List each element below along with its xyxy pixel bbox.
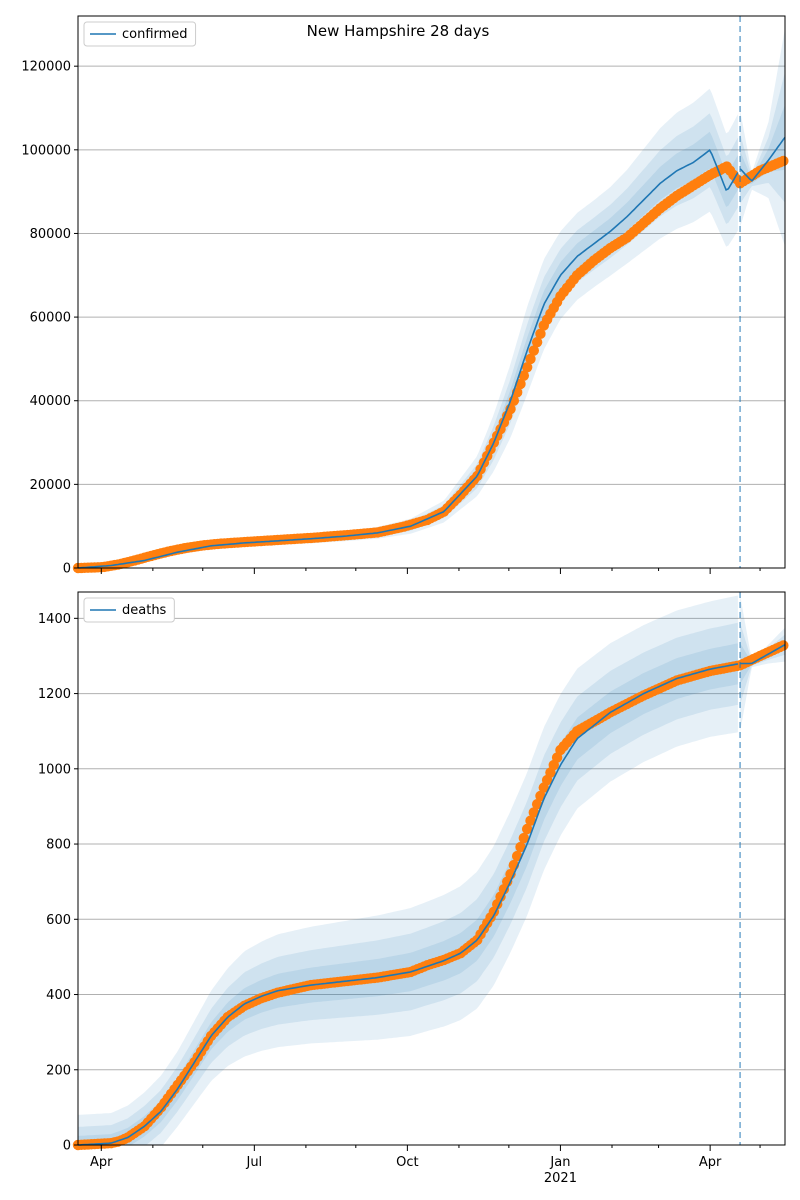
confirmed-y-tick-label: 20000 xyxy=(30,478,71,493)
deaths-x-tick-label: Jan xyxy=(549,1155,570,1170)
confirmed-observed-point xyxy=(778,155,789,167)
confirmed-band xyxy=(740,28,785,246)
deaths-legend-box xyxy=(83,597,175,623)
confirmed-legend: confirmed xyxy=(83,21,197,47)
deaths-band xyxy=(78,643,738,1145)
deaths-y-tick-label: 1400 xyxy=(38,612,71,627)
deaths-y-tick-label: 1000 xyxy=(38,762,71,777)
confirmed-panel: 0 20000 40000 60000 80000 100000 120000 confir… xyxy=(21,15,789,577)
confirmed-observed-point xyxy=(535,328,546,340)
deaths-model-line xyxy=(740,643,786,665)
confirmed-band xyxy=(740,72,785,204)
confirmed-band xyxy=(78,113,738,569)
confirmed-model-line xyxy=(739,136,786,182)
deaths-plot-frame xyxy=(77,591,786,1146)
deaths-x-tick-label: Apr xyxy=(699,1155,722,1170)
confirmed-y-tick-label: 120000 xyxy=(21,60,71,75)
figure-title: New Hampshire 28 days xyxy=(307,22,490,40)
deaths-band xyxy=(78,622,738,1145)
deaths-model-series xyxy=(77,643,786,1146)
confirmed-y-tick-label: 40000 xyxy=(30,394,71,409)
confirmed-legend-label: confirmed xyxy=(122,27,188,42)
confirmed-observed-series xyxy=(72,155,789,574)
deaths-y-tick-label: 600 xyxy=(46,913,71,928)
deaths-y-tick-label: 800 xyxy=(46,838,71,853)
deaths-observed-point xyxy=(515,841,526,853)
deaths-observed-point xyxy=(531,798,543,810)
deaths-observed-point xyxy=(518,832,530,844)
deaths-observed-point xyxy=(521,823,533,835)
confirmed-model-line xyxy=(77,149,739,569)
deaths-x-tick-sublabel: 2021 xyxy=(544,1171,577,1186)
deaths-y-tick-label: 0 xyxy=(63,1139,71,1154)
deaths-y-tick-label: 400 xyxy=(46,988,71,1003)
deaths-panel: 0 200 400 600 800 1000 1200 1400 Apr Jul Oct Jan20… xyxy=(38,591,789,1186)
deaths-observed-point xyxy=(511,850,523,862)
confirmed-y-tick-label: 100000 xyxy=(21,143,71,158)
confirmed-observed-point xyxy=(528,345,540,356)
confirmed-observed-point xyxy=(521,362,533,373)
deaths-x-tick-label: Apr xyxy=(90,1155,113,1170)
deaths-band xyxy=(740,595,785,732)
deaths-observed-point xyxy=(535,790,546,802)
deaths-legend: deaths xyxy=(83,597,175,623)
deaths-legend-label: deaths xyxy=(122,603,167,618)
confirmed-legend-box xyxy=(83,21,197,47)
deaths-y-tick-label: 1200 xyxy=(38,687,71,702)
deaths-x-tick-label: Oct xyxy=(396,1155,418,1170)
confirmed-observed-point xyxy=(515,378,526,390)
deaths-observed-point xyxy=(528,807,540,818)
confirmed-model-series xyxy=(77,136,786,569)
deaths-observed-point xyxy=(525,815,536,826)
confirmed-y-tick-label: 0 xyxy=(63,562,71,577)
confirmed-gridlines xyxy=(78,65,785,485)
deaths-gridlines xyxy=(78,617,785,1071)
confirmed-y-ticks: 0 20000 40000 60000 80000 100000 120000 xyxy=(21,60,78,577)
confirmed-observed-point xyxy=(531,336,543,348)
confirmed-y-tick-label: 60000 xyxy=(30,311,71,326)
deaths-y-tick-label: 200 xyxy=(46,1063,71,1078)
confirmed-observed-point xyxy=(525,353,536,365)
confirmed-band xyxy=(78,88,738,569)
deaths-model-line xyxy=(77,663,739,1146)
confirmed-x-ticks xyxy=(100,568,761,574)
confirmed-axes xyxy=(77,15,786,569)
deaths-y-ticks: 0 200 400 600 800 1000 1200 1400 xyxy=(38,612,78,1154)
confirmed-plot-frame xyxy=(77,15,786,569)
deaths-axes xyxy=(77,591,786,1146)
confirmed-y-tick-label: 80000 xyxy=(30,227,71,242)
deaths-x-tick-label: Jul xyxy=(245,1155,262,1170)
confirmed-observed-point xyxy=(518,370,530,381)
